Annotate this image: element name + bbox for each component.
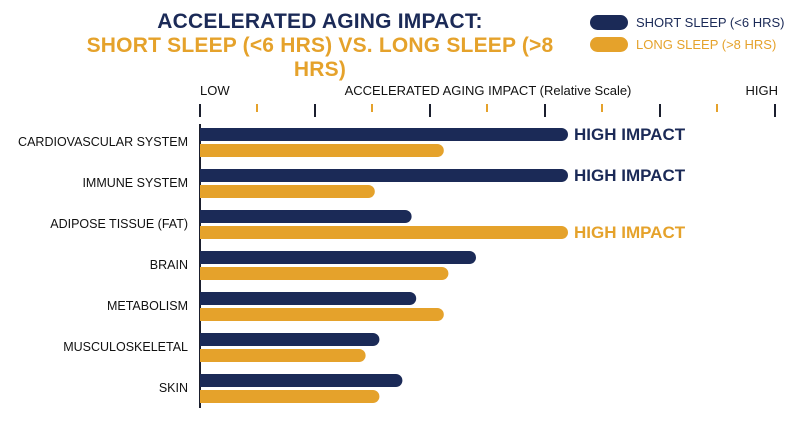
axis-tick [429, 104, 431, 117]
high-impact-annotation: HIGH IMPACT [574, 125, 686, 144]
bar-short-sleep-base [200, 128, 213, 141]
bar-short-sleep-base [200, 169, 213, 182]
axis-high-label: HIGH [746, 83, 779, 98]
bar-short-sleep-base [200, 251, 213, 264]
bar-long-sleep [200, 267, 449, 280]
bar-short-sleep [200, 374, 403, 387]
bar-short-sleep [200, 251, 476, 264]
bar-long-sleep-base [200, 226, 213, 239]
category-label: METABOLISM [107, 299, 188, 313]
bar-long-sleep [200, 308, 444, 321]
axis-tick [659, 104, 661, 117]
x-axis-title: ACCELERATED AGING IMPACT (Relative Scale… [345, 83, 632, 98]
high-impact-annotation: HIGH IMPACT [574, 166, 686, 185]
y-axis-line [199, 124, 201, 408]
bar-short-sleep-base [200, 374, 213, 387]
axis-tick [486, 104, 488, 112]
bar-long-sleep [200, 144, 444, 157]
bar-long-sleep-base [200, 185, 213, 198]
bar-long-sleep-base [200, 390, 213, 403]
bar-long-sleep [200, 349, 366, 362]
axis-tick [601, 104, 603, 112]
bar-long-sleep [200, 390, 380, 403]
legend-item-long-sleep: LONG SLEEP (>8 HRS) [590, 34, 784, 54]
bar-long-sleep-base [200, 144, 213, 157]
category-label: ADIPOSE TISSUE (FAT) [50, 217, 188, 231]
axis-tick [314, 104, 316, 117]
bar-long-sleep-base [200, 349, 213, 362]
bar-short-sleep-base [200, 292, 213, 305]
category-label: SKIN [159, 381, 188, 395]
axis-tick [199, 104, 201, 117]
bar-long-sleep [200, 185, 375, 198]
legend-swatch-long-sleep [590, 36, 628, 52]
legend-swatch-short-sleep [590, 14, 628, 30]
category-label: BRAIN [150, 258, 188, 272]
bar-short-sleep [200, 210, 412, 223]
bar-short-sleep [200, 169, 568, 182]
axis-tick [774, 104, 776, 117]
category-label: MUSCULOSKELETAL [63, 340, 188, 354]
axis-tick [256, 104, 258, 112]
legend-label-short-sleep: SHORT SLEEP (<6 HRS) [636, 14, 785, 30]
chart-title-line1: ACCELERATED AGING IMPACT: [157, 10, 483, 33]
axis-low-label: LOW [200, 83, 230, 98]
chart-title-line2: SHORT SLEEP (<6 HRS) VS. LONG SLEEP (>8 … [86, 34, 554, 81]
bar-long-sleep [200, 226, 568, 239]
category-label: IMMUNE SYSTEM [82, 176, 188, 190]
legend-item-short-sleep: SHORT SLEEP (<6 HRS) [590, 12, 784, 32]
legend: SHORT SLEEP (<6 HRS) LONG SLEEP (>8 HRS) [590, 12, 784, 56]
bar-long-sleep-base [200, 308, 213, 321]
legend-label-long-sleep: LONG SLEEP (>8 HRS) [636, 36, 777, 52]
category-label: CARDIOVASCULAR SYSTEM [18, 135, 188, 149]
bar-short-sleep-base [200, 333, 213, 346]
axis-tick [371, 104, 373, 112]
bar-short-sleep [200, 333, 380, 346]
bar-short-sleep-base [200, 210, 213, 223]
axis-tick [716, 104, 718, 112]
bar-long-sleep-base [200, 267, 213, 280]
bar-short-sleep [200, 128, 568, 141]
axis-tick [544, 104, 546, 117]
high-impact-annotation: HIGH IMPACT [574, 223, 686, 242]
bar-short-sleep [200, 292, 417, 305]
